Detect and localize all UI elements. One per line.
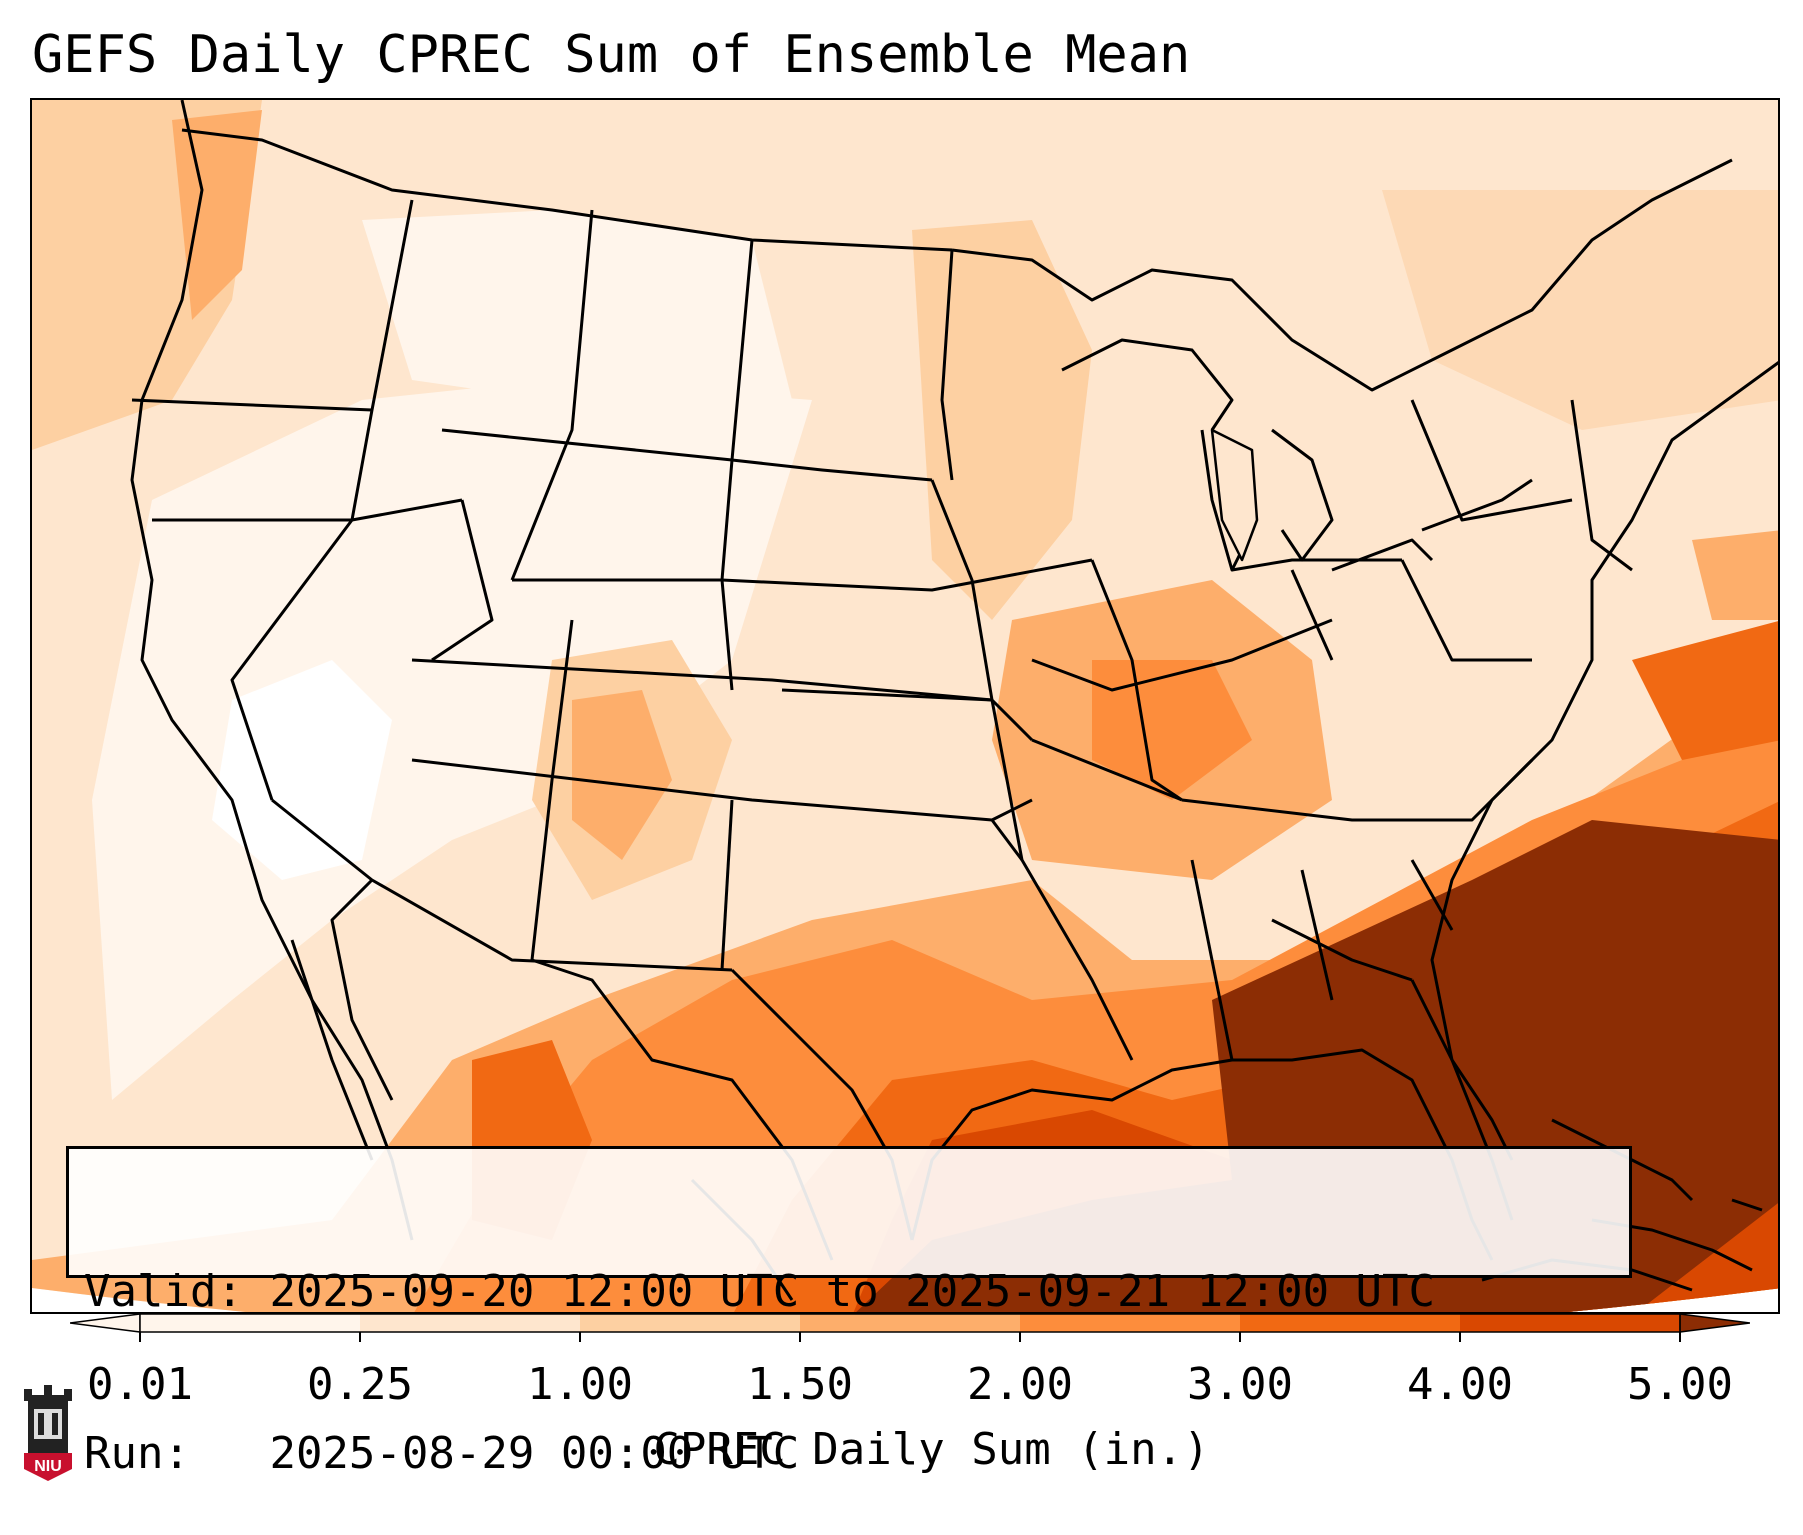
colorbar-segment [800,1314,1021,1332]
colorbar-label: CPREC Daily Sum (in.) [653,1424,1210,1475]
colorbar-tick-label: 1.50 [747,1359,853,1410]
colorbar-segment [1020,1314,1241,1332]
colorbar-segment [140,1314,361,1332]
boundaries [130,100,1778,1301]
colorbar [70,1313,1750,1342]
colorbar-tick-label: 0.25 [307,1359,413,1410]
map-canvas [32,100,1778,1312]
colorbar-tick-label: 1.00 [527,1359,633,1410]
colorbar-tick-label: 0.01 [87,1359,193,1410]
map-title: GEFS Daily CPREC Sum of Ensemble Mean [32,25,1191,85]
run-label: Run: [84,1428,190,1479]
colorbar-segment [1460,1314,1681,1332]
colorbar-segment [360,1314,581,1332]
valid-row: Valid: 2025-09-20 12:00 UTC to 2025-09-2… [84,1265,1629,1319]
colorbar-tick-label: 5.00 [1627,1359,1733,1410]
colorbar-ticks [139,1332,1681,1342]
colorbar-tick-label: 4.00 [1407,1359,1513,1410]
colorbar-extend-high [1679,1313,1750,1333]
logo-text: NIU [34,1458,62,1475]
colorbar-outline [139,1313,1681,1333]
colorbar-tick-label: 3.00 [1187,1359,1293,1410]
validity-info-box: Valid: 2025-09-20 12:00 UTC to 2025-09-2… [66,1146,1632,1479]
colorbar-segments [70,1313,1750,1333]
run-row: Run: 2025-08-29 00:00 UTC [84,1427,1629,1481]
colorbar-tick-label: 2.00 [967,1359,1073,1410]
precipitation-map [30,98,1780,1314]
precip-field [32,100,1778,1312]
colorbar-segment [580,1314,801,1332]
run-value: 2025-08-29 00:00 UTC [269,1428,800,1479]
valid-label: Valid: [84,1266,243,1317]
valid-value: 2025-09-20 12:00 UTC to 2025-09-21 12:00… [269,1266,1436,1317]
colorbar-extend-low [70,1313,141,1333]
niu-logo: NIU [24,1385,72,1481]
colorbar-segment [1240,1314,1461,1332]
